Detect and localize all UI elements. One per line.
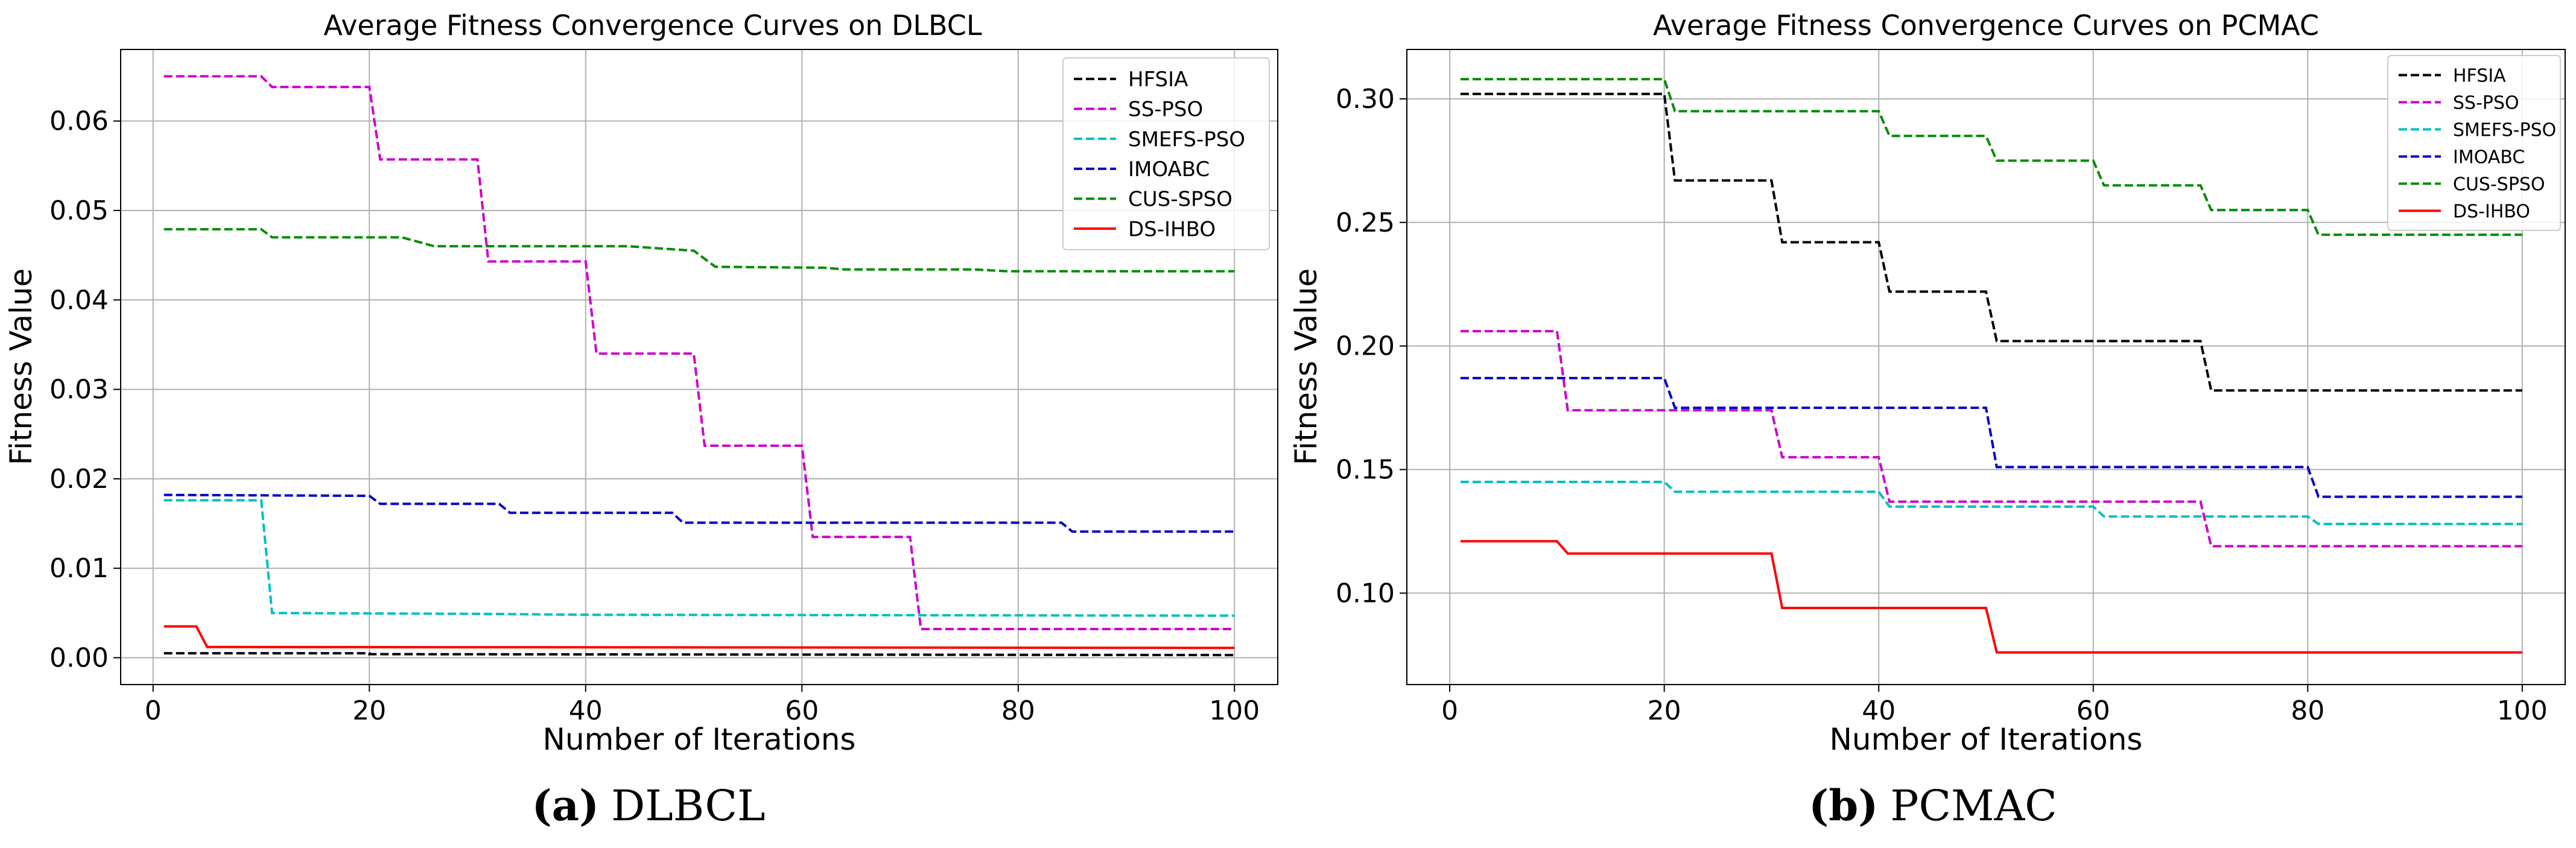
- caption-letter: (b): [1809, 780, 1878, 831]
- legend-label: HFSIA: [1128, 68, 1188, 92]
- legend-label: DS-IHBO: [1128, 217, 1216, 241]
- panel-dlbcl: Average Fitness Convergence Curves on DL…: [4, 9, 1278, 831]
- legend-label: IMOABC: [2453, 147, 2525, 168]
- x-tick-label: 100: [1209, 695, 1260, 726]
- legend-label: CUS-SPSO: [2453, 174, 2545, 195]
- legend-box: [2387, 55, 2561, 231]
- x-tick-label: 20: [1648, 695, 1681, 726]
- legend-label: CUS-SPSO: [1128, 188, 1232, 212]
- x-axis-label: Number of Iterations: [543, 722, 856, 757]
- caption: (a) DLBCL: [532, 780, 766, 831]
- x-tick-label: 40: [569, 695, 603, 726]
- caption-name: DLBCL: [611, 781, 765, 831]
- x-tick-label: 100: [2497, 695, 2548, 726]
- legend-label: HFSIA: [2453, 65, 2506, 86]
- legend-label: IMOABC: [1128, 157, 1210, 182]
- caption-letter: (a): [532, 780, 600, 831]
- y-axis-label: Fitness Value: [4, 268, 39, 465]
- series-line-smefs-pso: [1460, 481, 2522, 525]
- caption: (b) PCMAC: [1809, 780, 2057, 831]
- x-tick-label: 60: [2076, 695, 2110, 726]
- legend: HFSIA SS-PSO SMEFS-PSO IMOABC CUS-SPSO DS-IHB…: [2387, 55, 2561, 231]
- legend-label: SS-PSO: [1128, 98, 1203, 122]
- y-tick-label: 0.15: [1336, 455, 1395, 486]
- legend-label: DS-IHBO: [2453, 201, 2530, 222]
- x-tick-label: 0: [145, 695, 162, 726]
- y-tick-label: 0.06: [49, 106, 109, 137]
- series-line-hfsia: [1460, 92, 2522, 392]
- x-tick-label: 60: [785, 695, 819, 726]
- series-line-ss-pso: [163, 75, 1235, 630]
- legend-label: SMEFS-PSO: [1128, 127, 1245, 151]
- legend-label: SS-PSO: [2453, 92, 2519, 113]
- y-tick-label: 0.04: [49, 285, 109, 315]
- series-line-cus-spso: [1460, 78, 2522, 236]
- x-tick-label: 80: [1001, 695, 1035, 726]
- y-tick-label: 0.20: [1336, 331, 1395, 362]
- series-line-imoabc: [1460, 376, 2522, 498]
- chart-title: Average Fitness Convergence Curves on DL…: [323, 9, 982, 42]
- caption-name: PCMAC: [1890, 781, 2057, 831]
- series-line-smefs-pso: [163, 499, 1235, 617]
- chart-title: Average Fitness Convergence Curves on PC…: [1653, 9, 2319, 42]
- y-tick-label: 0.30: [1336, 84, 1395, 115]
- series-line-ds-ihbo: [163, 625, 1235, 650]
- legend: HFSIA SS-PSO SMEFS-PSO IMOABC CUS-SPSO DS-IHB…: [1062, 57, 1270, 250]
- y-axis-label: Fitness Value: [1289, 268, 1324, 465]
- y-tick-label: 0.02: [49, 464, 109, 495]
- y-tick-label: 0.01: [49, 553, 109, 584]
- series-line-ds-ihbo: [1460, 540, 2522, 654]
- y-tick-label: 0.00: [49, 643, 109, 674]
- panel-pcmac: Average Fitness Convergence Curves on PC…: [1289, 9, 2566, 831]
- y-tick-label: 0.25: [1336, 207, 1395, 238]
- legend-label: SMEFS-PSO: [2453, 119, 2556, 141]
- plot-frame: [120, 49, 1278, 685]
- series-line-cus-spso: [163, 228, 1235, 273]
- legend-box: [1062, 57, 1270, 250]
- y-tick-label: 0.03: [49, 375, 109, 405]
- x-tick-label: 0: [1441, 695, 1458, 726]
- plot-frame: [1406, 49, 2566, 685]
- y-tick-label: 0.05: [49, 195, 109, 226]
- x-tick-label: 80: [2291, 695, 2324, 726]
- x-axis-label: Number of Iterations: [1830, 722, 2143, 757]
- x-tick-label: 40: [1862, 695, 1896, 726]
- series-line-imoabc: [163, 493, 1235, 533]
- y-tick-label: 0.10: [1336, 578, 1395, 609]
- x-tick-label: 20: [352, 695, 386, 726]
- series-line-hfsia: [163, 652, 1235, 657]
- series-line-ss-pso: [1460, 330, 2522, 548]
